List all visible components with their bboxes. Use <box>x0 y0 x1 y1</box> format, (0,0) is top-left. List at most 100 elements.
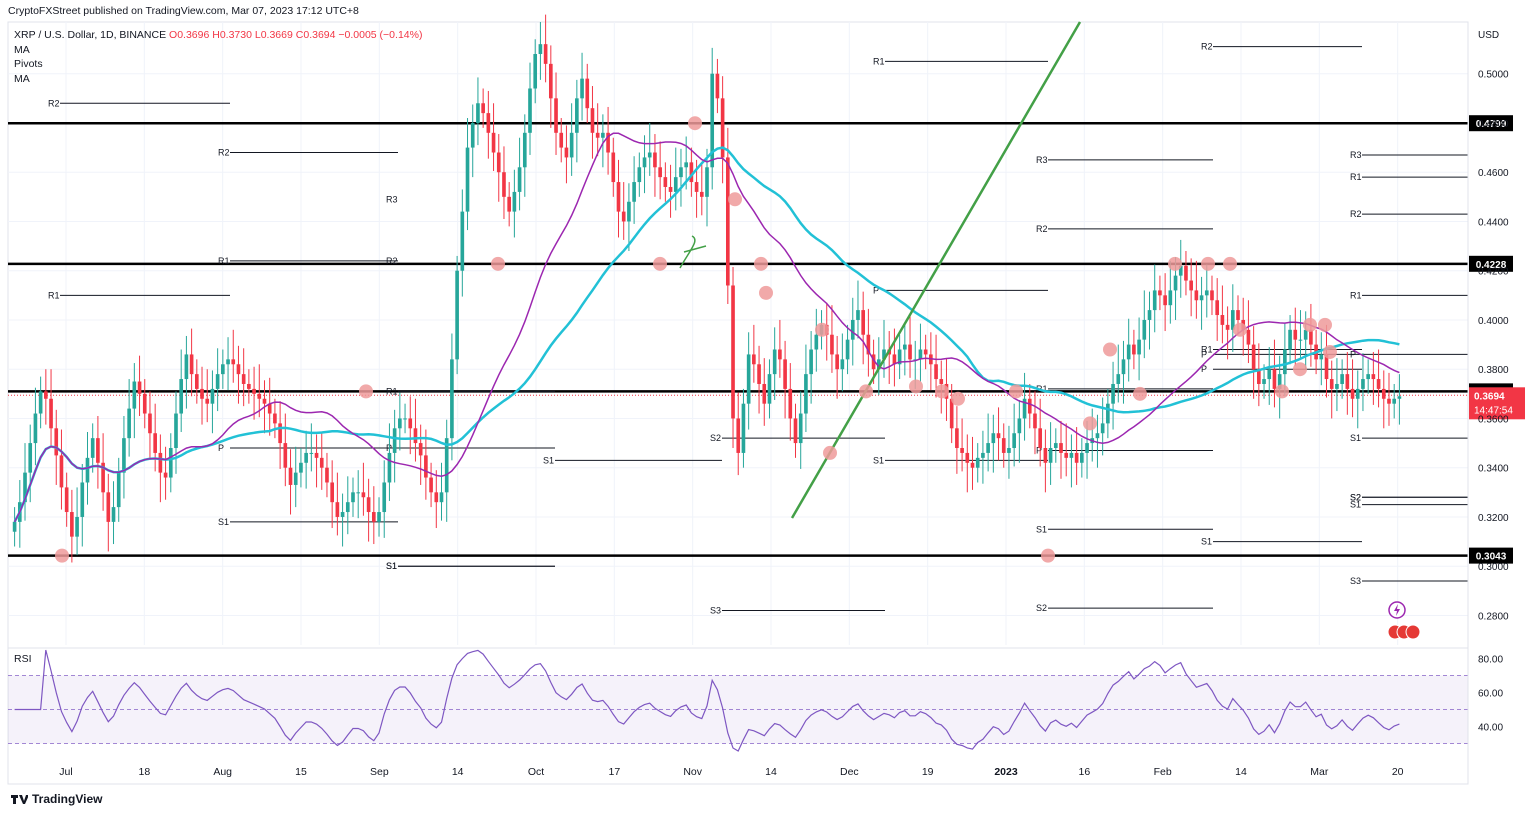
candle-body <box>1027 398 1032 414</box>
candle-body <box>611 152 616 183</box>
pivot-label: R2 <box>48 98 60 108</box>
candle-body <box>1059 443 1063 453</box>
indicator-pivots[interactable]: Pivots <box>14 58 43 70</box>
candle-body <box>538 44 543 55</box>
x-tick-label: Nov <box>683 766 702 778</box>
indicator-ma-2[interactable]: MA <box>14 72 30 85</box>
key-level-label: 0.3043 <box>1476 552 1507 563</box>
pivot-label: P <box>218 443 224 453</box>
candle-body <box>871 354 876 370</box>
candle-body <box>1267 369 1272 380</box>
candle-body <box>377 512 381 522</box>
candle-body <box>1277 374 1282 389</box>
candle-body <box>330 482 334 503</box>
candle-body <box>1085 443 1089 453</box>
candle-body <box>116 472 121 508</box>
candle-body <box>382 482 387 513</box>
pivot-label: R1 <box>873 56 885 66</box>
candle-body <box>345 502 350 513</box>
currency-label: USD <box>1478 30 1499 41</box>
candle-body <box>1392 398 1397 404</box>
candle-body <box>1017 418 1022 434</box>
x-tick-label: Aug <box>213 766 232 778</box>
legend-change: −0.0005 (−0.14%) <box>338 29 423 41</box>
candle-body <box>1080 452 1084 463</box>
candle-body <box>340 512 345 517</box>
candle-body <box>106 492 111 522</box>
candle-body <box>798 413 803 444</box>
level-touch-marker <box>1223 256 1237 271</box>
candle-body <box>1329 379 1334 389</box>
indicator-ma-1[interactable]: MA <box>14 43 30 56</box>
candle-body <box>75 516 79 537</box>
y-tick-label: 0.4200 <box>1478 267 1509 278</box>
chart-legend: XRP / U.S. Dollar, 1D, BINANCE O0.3696 H… <box>14 28 422 86</box>
level-touch-marker <box>359 384 373 399</box>
level-touch-marker <box>1323 344 1337 359</box>
candle-body <box>960 448 964 453</box>
candle-body <box>1361 379 1365 389</box>
candle-body <box>476 103 480 123</box>
level-touch-marker <box>935 384 949 399</box>
candle-body <box>1132 344 1136 355</box>
candle-body <box>387 452 392 483</box>
x-tick-label: Dec <box>840 766 859 778</box>
pivot-label: R1 <box>1201 345 1213 355</box>
level-touch-marker <box>1275 384 1289 399</box>
candle-body <box>699 191 704 197</box>
candle-body <box>491 132 496 153</box>
level-touch-marker <box>909 379 923 394</box>
x-tick-label: 14 <box>765 766 777 778</box>
candle-body <box>1204 290 1209 296</box>
candle-body <box>1152 290 1157 311</box>
candle-body <box>965 452 970 463</box>
pivot-label: S2 <box>710 433 721 443</box>
candle-body <box>1194 290 1199 301</box>
candle-body <box>101 462 105 493</box>
candle-body <box>1397 396 1402 399</box>
candle-body <box>866 334 871 355</box>
candle-body <box>554 98 558 133</box>
candle-body <box>975 457 980 468</box>
candle-body <box>590 108 595 133</box>
candle-body <box>621 211 626 222</box>
candle-body <box>970 462 975 468</box>
pivot-label: P <box>873 285 879 295</box>
level-touch-marker <box>823 445 837 460</box>
rsi-tick-label: 40.00 <box>1478 723 1503 734</box>
candle-body <box>314 452 319 458</box>
y-tick-label: 0.3400 <box>1478 464 1509 475</box>
candle-body <box>38 391 43 414</box>
event-icons[interactable] <box>1387 601 1421 640</box>
candle-body <box>64 487 69 513</box>
rsi-tick-label: 80.00 <box>1478 655 1503 666</box>
pivot-label: S1 <box>1350 433 1361 443</box>
candle-body <box>1324 354 1329 380</box>
candle-body <box>673 177 678 192</box>
candle-body <box>814 334 819 350</box>
candle-body <box>778 349 782 360</box>
candle-body <box>44 391 48 399</box>
candle-body <box>830 334 834 355</box>
pivot-label: R2 <box>1350 209 1362 219</box>
candle-body <box>288 467 293 485</box>
level-touch-marker <box>1103 342 1117 357</box>
candle-body <box>585 78 590 109</box>
candle-body <box>653 152 657 168</box>
candle-body <box>1038 428 1043 449</box>
candle-body <box>1251 344 1256 370</box>
pivot-label: S2 <box>1350 492 1361 502</box>
candle-body <box>174 413 178 449</box>
candle-body <box>299 462 303 473</box>
candle-body <box>1111 383 1115 404</box>
level-touch-marker <box>951 391 965 406</box>
candle-body <box>371 512 376 522</box>
candle-body <box>720 98 725 158</box>
candle-body <box>1116 374 1121 384</box>
pivot-label: S3 <box>710 606 721 616</box>
candle-body <box>1012 433 1016 449</box>
candle-body <box>1064 452 1069 458</box>
brand-name: TradingView <box>32 792 103 806</box>
candle-body <box>767 374 772 404</box>
